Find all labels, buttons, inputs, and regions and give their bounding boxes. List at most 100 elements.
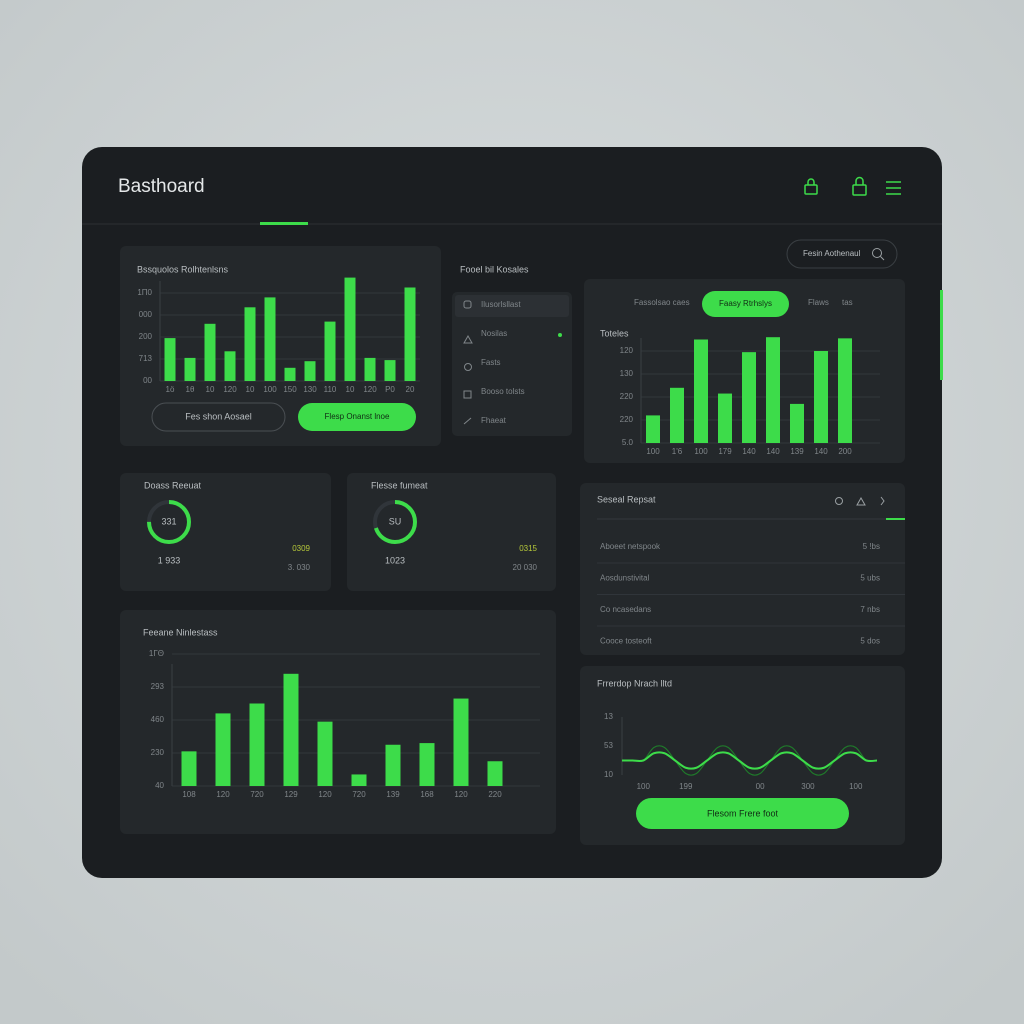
x-tick-label: 1'6	[672, 447, 683, 456]
x-tick-label: 130	[303, 385, 317, 394]
button-label: Flesom Frere foot	[707, 808, 779, 818]
x-tick-label: 100	[637, 782, 651, 791]
list-item[interactable]: Fasts	[481, 358, 501, 367]
stat-total: 3. 030	[288, 563, 311, 572]
panel	[580, 483, 905, 655]
tab[interactable]: Flaws	[808, 298, 829, 307]
x-tick-label: 120	[216, 790, 230, 799]
y-tick-label: 460	[151, 715, 165, 724]
list-panel	[452, 292, 572, 436]
bar	[284, 367, 296, 381]
x-tick-label: 140	[814, 447, 828, 456]
lock-icon[interactable]	[852, 184, 867, 196]
button[interactable]	[636, 798, 849, 829]
y-tick-label: 200	[139, 332, 153, 341]
bar	[694, 339, 708, 443]
x-tick-label: 139	[386, 790, 400, 799]
tab[interactable]: tas	[842, 298, 853, 307]
bar	[384, 360, 396, 381]
y-tick-label: 293	[151, 682, 165, 691]
menu-icon[interactable]	[886, 181, 901, 195]
ring	[373, 500, 417, 544]
tab[interactable]: Fassolsao caes	[634, 298, 690, 307]
y-tick-label: 13	[604, 712, 613, 721]
status-dot	[558, 333, 562, 337]
bar	[646, 415, 660, 443]
x-tick-label: 220	[488, 790, 502, 799]
x-tick-label: 139	[790, 447, 804, 456]
x-tick-label: 00	[756, 782, 765, 791]
panel-title: Bssquolos Rolhtenlsns	[137, 264, 229, 274]
y-tick-label: 53	[604, 741, 613, 750]
bar	[164, 338, 176, 381]
x-tick-label: 10	[246, 385, 255, 394]
button-label: Fes shon Aosael	[185, 411, 252, 421]
bar	[453, 698, 469, 786]
ring	[147, 500, 191, 544]
bar	[404, 287, 416, 381]
y-tick-label: 5.0	[622, 438, 634, 447]
bar	[244, 307, 256, 381]
row-label: Co ncasedans	[600, 605, 651, 614]
x-tick-label: 1θ	[186, 385, 195, 394]
list-item[interactable]: Ilusorlsllast	[481, 300, 521, 309]
x-tick-label: P0	[385, 385, 395, 394]
tab-label: Faasy Rtrhslys	[719, 299, 772, 308]
stat-title: Flesse fumeat	[371, 480, 428, 490]
bar	[419, 743, 435, 786]
tab-active[interactable]	[702, 291, 789, 317]
bar	[838, 338, 852, 443]
x-tick-label: 200	[838, 447, 852, 456]
y-tick-label: 000	[139, 310, 153, 319]
row-label: Cooce tosteoft	[600, 637, 652, 646]
search-placeholder: Fesin Aothenaul	[803, 249, 861, 258]
stat-change: 0309	[292, 544, 310, 553]
bar	[670, 387, 684, 443]
x-tick-label: 199	[679, 782, 693, 791]
bar	[766, 337, 780, 443]
x-tick-label: 129	[284, 790, 298, 799]
list-item[interactable]: Nosilas	[481, 329, 507, 338]
list-item[interactable]: Fhaeat	[481, 416, 507, 425]
x-tick-label: 150	[283, 385, 297, 394]
y-tick-label: 220	[620, 415, 634, 424]
bar	[385, 744, 401, 786]
y-tick-label: 713	[139, 354, 153, 363]
list-icons	[463, 300, 473, 425]
list-item-highlight	[455, 295, 569, 317]
bar	[184, 357, 196, 381]
bar	[249, 703, 265, 786]
row-value: 7 nbs	[860, 605, 880, 614]
panel	[120, 246, 441, 446]
y-tick-label: 130	[620, 369, 634, 378]
ring-label: 331	[161, 516, 176, 526]
y-tick-label: 220	[620, 392, 634, 401]
x-tick-label: 110	[324, 385, 337, 394]
button[interactable]	[151, 402, 286, 432]
lock-icon[interactable]	[804, 184, 818, 195]
bar	[264, 297, 276, 381]
y-tick-label: 230	[151, 748, 165, 757]
button[interactable]	[298, 403, 416, 431]
stat-change: 0315	[519, 544, 537, 553]
x-tick-label: 720	[250, 790, 264, 799]
row-label: Aosdunstivital	[600, 574, 650, 583]
bar	[487, 761, 503, 786]
x-tick-label: 20	[406, 385, 415, 394]
x-tick-label: 10	[346, 385, 355, 394]
active-tab-indicator	[260, 222, 308, 225]
x-tick-label: 120	[223, 385, 237, 394]
list-item[interactable]: Booso tolsts	[481, 387, 525, 396]
header-icons	[804, 176, 901, 196]
search-box[interactable]	[786, 239, 898, 269]
stat-count: 1023	[385, 555, 405, 565]
y-tick-label: 40	[155, 781, 164, 790]
bar	[324, 321, 336, 381]
report-icons[interactable]	[835, 496, 885, 506]
stat-count: 1 933	[158, 555, 181, 565]
tab-indicator	[886, 518, 905, 520]
bar	[351, 774, 367, 786]
search-icon	[872, 248, 882, 258]
panel-title: Fooel bil Kosales	[460, 264, 529, 274]
